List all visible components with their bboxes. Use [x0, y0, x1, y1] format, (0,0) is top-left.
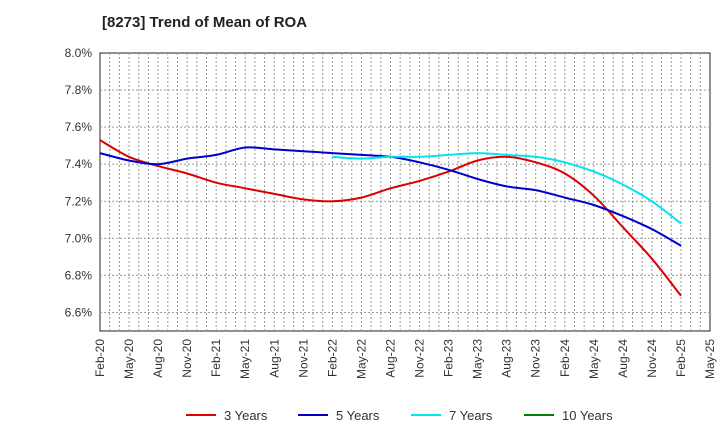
y-tick-label: 7.2%: [65, 194, 93, 208]
x-tick-label: May-25: [703, 339, 717, 379]
legend-label-5-years: 5 Years: [336, 408, 380, 423]
series-line-3-years: [99, 139, 682, 297]
x-tick-label: Feb-23: [442, 339, 456, 377]
x-axis-ticks: Feb-20 May-20 Aug-20 Nov-20 Feb-21 May-21 Aug-…: [93, 339, 717, 379]
x-tick-label: Feb-24: [558, 339, 572, 377]
legend-label-3-years: 3 Years: [224, 408, 268, 423]
y-axis-ticks: 6.6% 6.8% 7.0% 7.2% 7.4% 7.6% 7.8% 8.0%: [65, 46, 93, 319]
series-line-7-years: [332, 152, 682, 225]
x-tick-label: Feb-21: [209, 339, 223, 377]
x-tick-label: Feb-20: [93, 339, 107, 377]
x-tick-label: Feb-22: [325, 339, 339, 377]
x-tick-label: Aug-23: [500, 339, 514, 378]
legend-label-10-years: 10 Years: [562, 408, 613, 423]
y-tick-label: 6.8%: [65, 268, 93, 282]
x-tick-label: May-24: [587, 339, 601, 379]
legend-label-7-years: 7 Years: [449, 408, 493, 423]
y-tick-label: 7.8%: [65, 83, 93, 97]
y-tick-label: 6.6%: [65, 305, 93, 319]
y-tick-label: 8.0%: [65, 46, 93, 60]
x-tick-label: Nov-23: [529, 339, 543, 378]
x-tick-label: May-21: [238, 339, 252, 379]
x-tick-label: Aug-20: [151, 339, 165, 378]
x-tick-label: Nov-20: [180, 339, 194, 378]
chart-title: [8273] Trend of Mean of ROA: [102, 14, 308, 31]
plot-area: [99, 52, 711, 332]
x-tick-label: Feb-25: [674, 339, 688, 377]
y-tick-label: 7.4%: [65, 157, 93, 171]
x-tick-label: Nov-21: [296, 339, 310, 378]
x-tick-label: Aug-22: [383, 339, 397, 378]
legend: 3 Years 5 Years 7 Years 10 Years: [186, 408, 613, 423]
x-tick-label: Nov-24: [645, 339, 659, 378]
y-tick-label: 7.6%: [65, 120, 93, 134]
series-lines: [99, 139, 682, 297]
x-tick-label: May-20: [122, 339, 136, 379]
x-tick-label: Aug-21: [267, 339, 281, 378]
x-tick-label: May-22: [354, 339, 368, 379]
gridlines: [100, 53, 710, 331]
x-tick-label: Aug-24: [616, 339, 630, 378]
x-tick-label: May-23: [471, 339, 485, 379]
y-tick-label: 7.0%: [65, 231, 93, 245]
x-tick-label: Nov-22: [413, 339, 427, 378]
